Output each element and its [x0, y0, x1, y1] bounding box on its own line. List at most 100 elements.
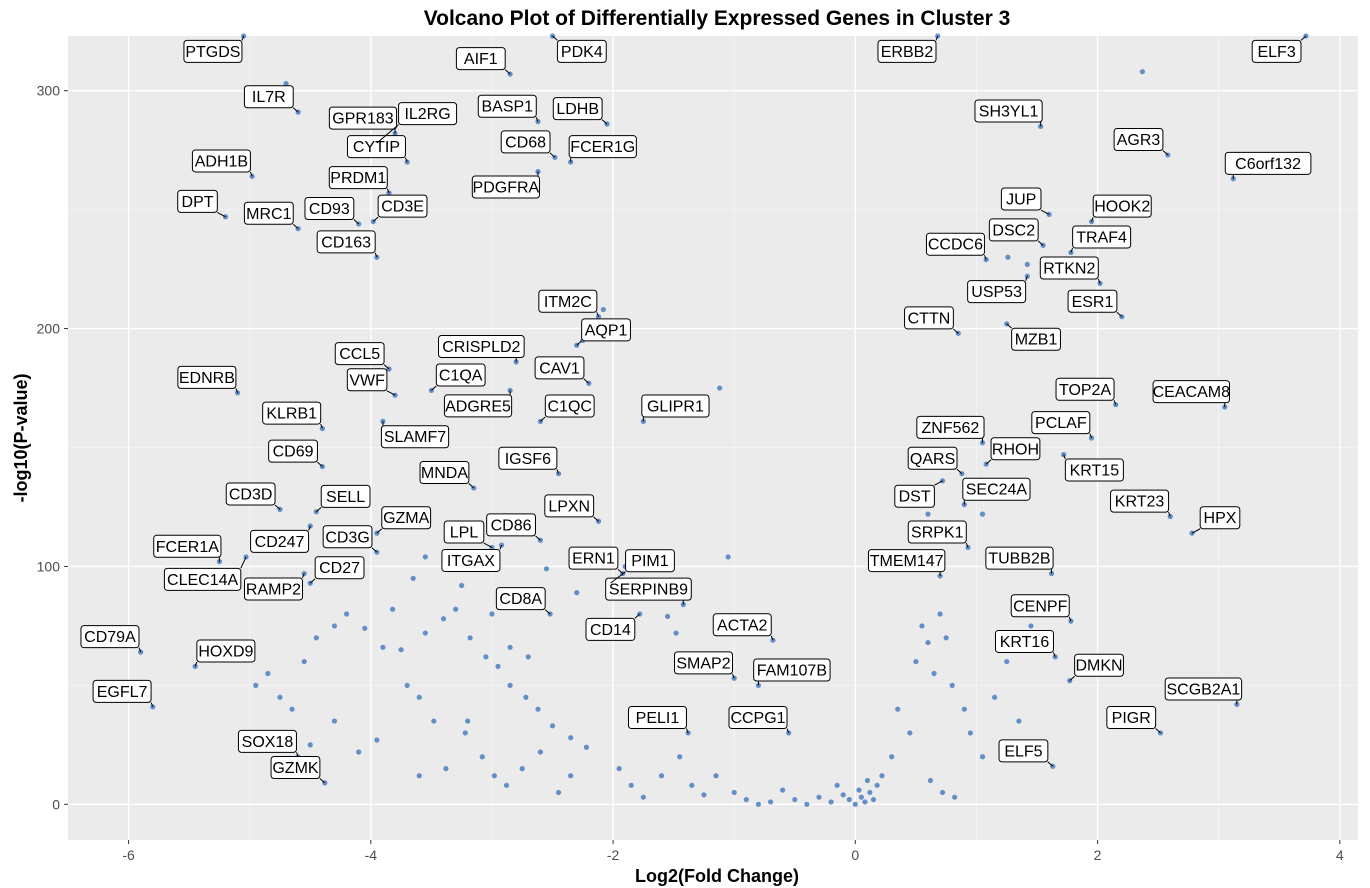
label-leader-line — [431, 385, 437, 391]
gene-label: CD247 — [255, 534, 305, 551]
gene-label-box — [268, 439, 318, 463]
data-point — [390, 606, 396, 612]
gene-label-box — [625, 549, 675, 573]
data-point — [717, 385, 723, 391]
data-point — [313, 635, 319, 641]
data-point — [925, 511, 931, 517]
label-leader-line — [1300, 35, 1307, 41]
data-point — [331, 623, 338, 629]
gene-label-box — [328, 166, 388, 190]
data-point — [931, 670, 937, 677]
gene-label-box — [916, 415, 985, 439]
data-point — [600, 306, 606, 313]
gene-label: SRPK1 — [911, 525, 964, 542]
gene-label: AQP1 — [585, 322, 628, 339]
x-tick-label: 4 — [1336, 847, 1344, 863]
gene-label: SLAMF7 — [384, 429, 446, 446]
data-point — [574, 590, 580, 596]
label-leader-line — [386, 390, 396, 396]
gene-label-box — [377, 194, 428, 218]
label-leader-line — [556, 469, 560, 474]
data-point — [889, 754, 895, 760]
data-point — [867, 789, 873, 796]
gene-label: ERN1 — [572, 551, 615, 568]
gene-label-box — [191, 149, 251, 173]
gene-label-box — [904, 306, 954, 330]
label-leader-line — [240, 556, 247, 569]
label-leader-line — [249, 171, 253, 177]
axes: -6 -4 -2 0 2 4 0 100 200 300 — [37, 83, 1344, 863]
data-point — [380, 644, 386, 650]
data-point — [1005, 254, 1011, 260]
gene-label-box — [322, 525, 373, 549]
data-point — [755, 801, 762, 807]
gene-label-box — [500, 130, 551, 154]
gene-label-box — [1152, 380, 1231, 404]
data-point — [939, 478, 946, 484]
gene-label: RAMP2 — [246, 581, 301, 598]
data-point — [465, 718, 471, 724]
gene-label-box — [498, 446, 558, 470]
gene-label: PCLAF — [1035, 415, 1087, 432]
data-point — [689, 782, 695, 788]
gene-label: ITGAX — [447, 553, 495, 570]
x-tick-label: -6 — [122, 847, 135, 863]
gene-label-box — [225, 482, 276, 506]
gene-label-box — [1055, 377, 1115, 401]
data-point — [856, 787, 862, 793]
data-point — [537, 749, 543, 755]
label-leader-line — [1068, 616, 1072, 622]
gene-label-box — [237, 729, 297, 753]
label-leader-line — [1091, 216, 1094, 222]
label-leader-line — [552, 35, 558, 41]
gene-label: GLIPR1 — [647, 398, 704, 415]
gene-label-box — [455, 47, 506, 71]
label-leader-line — [1025, 276, 1028, 281]
gene-label: PIM1 — [631, 553, 668, 570]
label-leader-line — [376, 124, 399, 144]
gene-label-box — [495, 587, 546, 611]
gene-label: CD3D — [229, 486, 273, 503]
gene-labels: PTGDS AIF1 PDK4 ERBB2 ELF3 IL7R BASP1 GPR183 LDH… — [80, 35, 1312, 784]
data-point — [965, 544, 971, 551]
gene-label: IL2RG — [404, 106, 450, 123]
data-point — [416, 773, 422, 779]
x-tick-label: -4 — [365, 847, 378, 863]
data-point — [935, 33, 941, 39]
gene-label-box — [441, 548, 501, 572]
data-point — [410, 575, 416, 581]
data-point — [879, 773, 885, 779]
data-point — [331, 718, 338, 724]
y-tick-label: 100 — [37, 558, 61, 574]
data-point — [725, 554, 731, 560]
data-point — [440, 616, 447, 622]
label-leader-line — [601, 119, 608, 125]
data-point — [961, 706, 967, 712]
gene-label: GZMK — [272, 760, 319, 777]
x-axis-title: Log2(Fold Change) — [635, 866, 799, 886]
gene-label-box — [568, 546, 619, 570]
data-point — [519, 766, 525, 772]
data-point — [467, 635, 473, 641]
data-point — [664, 613, 671, 620]
gene-label: ELF5 — [1004, 743, 1042, 760]
data-point — [422, 554, 428, 560]
gene-label-box — [92, 679, 152, 703]
gene-label-box — [320, 484, 371, 508]
label-leader-line — [1191, 528, 1201, 534]
data-point — [289, 706, 295, 712]
label-leader-line — [194, 661, 198, 667]
data-point — [491, 773, 497, 779]
gene-label: CENPF — [1013, 598, 1067, 615]
gene-label: HPX — [1204, 510, 1237, 527]
label-leader-line — [317, 461, 323, 467]
label-leader-line — [1037, 240, 1044, 246]
label-leader-line — [320, 423, 323, 429]
gene-label: QARS — [910, 451, 955, 468]
gene-label: LDHB — [556, 101, 599, 118]
gene-label-box — [163, 567, 242, 591]
data-point — [701, 792, 707, 798]
data-point — [616, 766, 622, 772]
data-point — [828, 799, 834, 805]
gene-label: ERBB2 — [881, 44, 934, 61]
